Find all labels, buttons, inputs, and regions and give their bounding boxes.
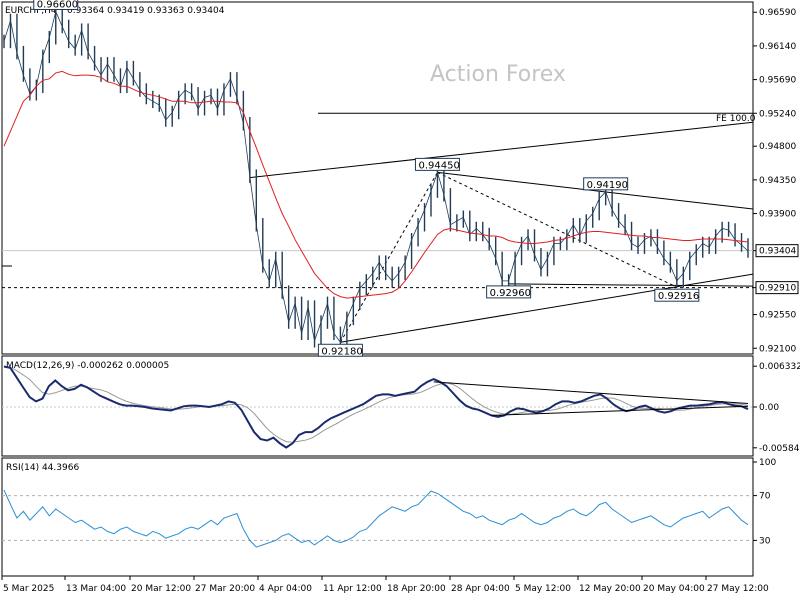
rsi-line bbox=[3, 489, 749, 548]
price-tick-label: 0.93900 bbox=[759, 210, 796, 220]
x-tick-label: 18 Apr 20:00 bbox=[387, 584, 446, 594]
macd-trend-lower bbox=[491, 405, 749, 416]
channel-upper bbox=[249, 121, 754, 179]
price-tag-box bbox=[755, 244, 799, 258]
swing-up-dashed bbox=[339, 172, 438, 343]
swing-label: 0.92180 bbox=[321, 346, 362, 357]
price-tick-label: 0.92550 bbox=[759, 311, 796, 321]
rsi-tick-label: 70 bbox=[759, 492, 771, 502]
swing-label-box bbox=[317, 343, 363, 357]
price-tick-label: 0.94350 bbox=[759, 176, 796, 186]
rsi-panel-frame bbox=[1, 457, 754, 577]
x-tick-label: 13 Mar 04:00 bbox=[66, 584, 126, 594]
x-tick-label: 5 Mar 2025 bbox=[3, 584, 54, 594]
price-axis: 0.96590 0.96140 0.95690 0.95240 0.94800 0.943… bbox=[753, 8, 799, 354]
swing-label-box bbox=[654, 288, 700, 302]
x-tick-label: 20 Mar 12:00 bbox=[131, 584, 191, 594]
macd-tick-label: -0.005845 bbox=[759, 444, 800, 454]
swing-label-box bbox=[414, 157, 460, 171]
x-axis: 5 Mar 2025 13 Mar 04:00 20 Mar 12:00 27 Mar… bbox=[1, 576, 769, 594]
swing-label-box bbox=[33, 0, 79, 10]
x-tick-label: 4 Apr 04:00 bbox=[259, 584, 312, 594]
swing-label: 0.92960 bbox=[490, 288, 531, 299]
swing-label: 0.94450 bbox=[418, 160, 459, 171]
macd-tick-label: 0.006332 bbox=[759, 362, 800, 372]
price-tick-label: 0.96140 bbox=[759, 42, 796, 52]
rsi-tick-label: 100 bbox=[759, 458, 776, 468]
swing-label: 0.96600 bbox=[37, 0, 78, 10]
watermark: Action Forex bbox=[430, 62, 566, 87]
price-labels: 0.96600 0.94450 0.94190 0.92960 0.92916 0.921… bbox=[33, 0, 700, 357]
x-tick-label: 5 May 12:00 bbox=[515, 584, 571, 594]
rsi-tick-label: 30 bbox=[759, 536, 771, 546]
price-tick-label: 0.92910 bbox=[759, 284, 796, 294]
symbol-title: EURCHF,H4 bbox=[5, 6, 57, 16]
swing-label: 0.92916 bbox=[658, 291, 699, 302]
price-tag-box bbox=[755, 281, 799, 295]
price-series bbox=[3, 4, 749, 350]
swing-down-dashed bbox=[437, 171, 678, 288]
fe-label: FE 100.0 bbox=[716, 114, 756, 124]
rsi-title: RSI(14) 44.3966 bbox=[6, 463, 79, 473]
macd-panel-frame bbox=[1, 355, 754, 457]
moving-average-line bbox=[3, 70, 749, 299]
x-tick-label: 28 Apr 04:00 bbox=[451, 584, 510, 594]
rsi-layer: 100 70 30 bbox=[2, 458, 776, 548]
swing-label-box bbox=[583, 177, 629, 191]
triangle-upper bbox=[437, 171, 754, 210]
price-tick-label: 0.94800 bbox=[759, 142, 796, 152]
x-tick-label: 12 May 20:00 bbox=[579, 584, 641, 594]
price-tick-label: 0.95240 bbox=[759, 109, 796, 119]
macd-trend-upper bbox=[433, 381, 749, 405]
price-tick-label: 0.92100 bbox=[759, 344, 796, 354]
macd-signal-line bbox=[3, 366, 749, 443]
macd-title: MACD(12,26,9) -0.000262 0.000005 bbox=[6, 361, 169, 371]
x-tick-label: 27 May 12:00 bbox=[707, 584, 769, 594]
price-grid bbox=[2, 112, 753, 289]
ohlc-readout: 0.93364 0.93419 0.93363 0.93404 bbox=[67, 6, 225, 16]
macd-tick-label: 0.00 bbox=[759, 403, 779, 413]
macd-layer: 0.006332 0.00 -0.005845 bbox=[2, 362, 800, 454]
trend-lines bbox=[249, 121, 754, 343]
price-line bbox=[3, 10, 749, 344]
price-tick-label: 0.96590 bbox=[759, 8, 796, 18]
x-tick-label: 27 Mar 20:00 bbox=[195, 584, 255, 594]
price-panel-frame bbox=[1, 1, 754, 355]
triangle-lower bbox=[508, 283, 754, 287]
swing-label: 0.94190 bbox=[587, 180, 628, 191]
x-tick-label: 20 May 04:00 bbox=[643, 584, 705, 594]
swing-label-box bbox=[486, 285, 532, 299]
x-tick-label: 11 Apr 12:00 bbox=[323, 584, 382, 594]
price-tick-label: 0.95690 bbox=[759, 76, 796, 86]
price-tick-label: 0.93404 bbox=[759, 247, 796, 257]
